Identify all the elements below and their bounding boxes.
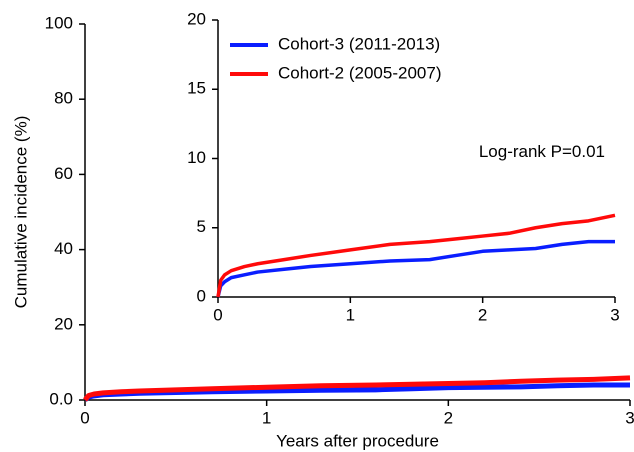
- x-tick-label: 3: [610, 305, 619, 324]
- inset-background: [218, 14, 625, 331]
- annotation: Log-rank P=0.01: [479, 142, 605, 161]
- y-tick-label: 0: [197, 286, 206, 305]
- y-tick-label: 0.0: [49, 389, 73, 408]
- x-tick-label: 1: [262, 408, 271, 427]
- x-tick-label: 0: [213, 305, 222, 324]
- y-tick-label: 80: [54, 89, 73, 108]
- series-line: [83, 375, 631, 402]
- y-axis-label: Cumulative incidence (%): [11, 116, 30, 309]
- x-tick-label: 3: [625, 408, 634, 427]
- series-line: [216, 213, 616, 298]
- y-tick-label: 40: [54, 239, 73, 258]
- x-tick-label: 2: [444, 408, 453, 427]
- x-axis-label: Years after procedure: [276, 431, 439, 450]
- y-tick-label: 20: [187, 9, 206, 28]
- legend-label: Cohort-2 (2005-2007): [278, 63, 441, 82]
- y-tick-label: 5: [197, 217, 206, 236]
- y-tick-label: 100: [45, 13, 73, 32]
- series-line: [216, 239, 615, 298]
- y-tick-label: 15: [187, 79, 206, 98]
- legend-label: Cohort-3 (2011-2013): [278, 34, 440, 53]
- x-tick-label: 1: [346, 305, 355, 324]
- x-tick-label: 2: [478, 305, 487, 324]
- x-tick-label: 0: [80, 408, 89, 427]
- y-tick-label: 20: [54, 314, 73, 333]
- y-tick-label: 10: [187, 148, 206, 167]
- y-tick-label: 60: [54, 164, 73, 183]
